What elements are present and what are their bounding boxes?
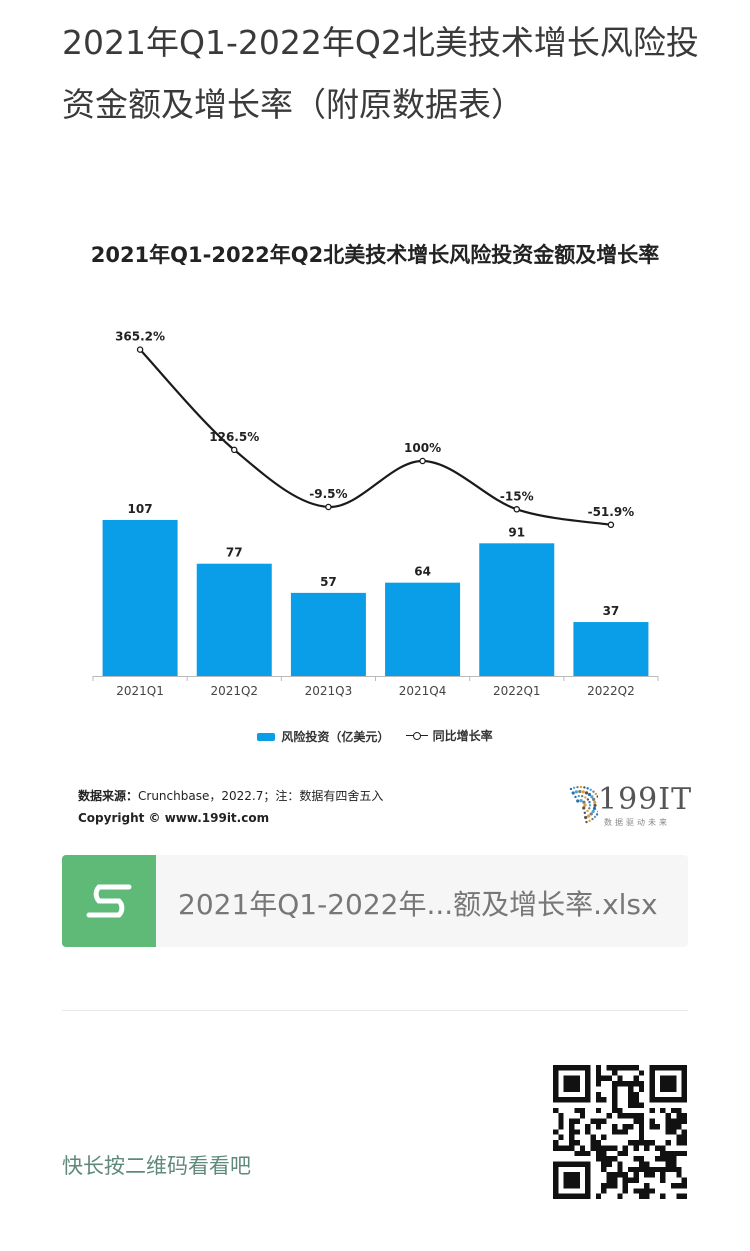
bar-2021Q1: [102, 519, 178, 676]
growth-point-2021Q1: [136, 346, 144, 353]
growth-label-2022Q1: -15%: [500, 489, 534, 503]
legend-bar-label: 风险投资（亿美元）: [281, 730, 390, 744]
x-tick-label-2022Q1: 2022Q1: [493, 684, 541, 698]
bar-2022Q1: [479, 543, 555, 676]
growth-point-2022Q2: [607, 521, 615, 529]
legend-item-bar: 风险投资（亿美元）: [257, 728, 389, 745]
source-text: Crunchbase，2022.7；注：数据有四舍五入: [138, 789, 384, 803]
x-tick-label-2021Q4: 2021Q4: [399, 684, 447, 698]
growth-label-2022Q2: -51.9%: [588, 505, 635, 519]
growth-label-2021Q2: 126.5%: [209, 430, 259, 444]
growth-label-2021Q4: 100%: [404, 441, 441, 455]
growth-label-2021Q3: -9.5%: [309, 487, 347, 501]
bar-label-2021Q3: 57: [320, 575, 337, 589]
chart-title: 2021年Q1-2022年Q2北美技术增长风险投资金额及增长率: [90, 243, 660, 267]
x-tick-label-2021Q1: 2021Q1: [116, 684, 164, 698]
bar-label-2021Q2: 77: [226, 546, 243, 560]
legend-bar-swatch: [257, 732, 276, 741]
growth-label-2021Q1: 365.2%: [115, 330, 165, 344]
copyright-label: Copyright ©: [78, 811, 161, 825]
brand-logo: 199IT 数据驱动未来: [552, 780, 691, 830]
bar-2021Q2: [196, 563, 272, 676]
attachment-file-name: 2021年Q1-2022年...额及增长率.xlsx: [178, 888, 658, 921]
growth-point-2021Q4: [419, 457, 426, 465]
bar-label-2021Q4: 64: [414, 565, 431, 579]
chart-plot: 107 2021Q1 77 2021Q2 57 2021Q3 64 2021Q4 91 2022Q…: [92, 330, 659, 698]
growth-point-2021Q2: [230, 446, 238, 454]
legend-line-label: 同比增长率: [432, 729, 493, 743]
x-tick-label-2022Q2: 2022Q2: [587, 684, 635, 698]
chart-legend: 风险投资（亿美元） 同比增长率: [62, 727, 688, 745]
copyright-text: www.199it.com: [160, 811, 270, 825]
bar-2021Q3: [290, 592, 366, 676]
bar-2021Q4: [385, 582, 461, 676]
brand-number: 199IT: [598, 782, 693, 817]
bar-2022Q2: [573, 622, 649, 676]
brand-dots-icon: [569, 785, 598, 824]
bar-label-2021Q1: 107: [128, 502, 153, 516]
qr-code[interactable]: [553, 1065, 687, 1199]
chart-source: 数据来源：Crunchbase，2022.7；注：数据有四舍五入 Copyrig…: [78, 785, 383, 829]
x-tick-label-2021Q3: 2021Q3: [305, 684, 353, 698]
spreadsheet-icon: [62, 855, 156, 947]
divider: [62, 1010, 688, 1011]
chart-image: 2021年Q1-2022年Q2北美技术增长风险投资金额及增长率 107 2021Q…: [62, 225, 691, 835]
x-tick-label-2021Q2: 2021Q2: [210, 684, 258, 698]
article-title: 2021年Q1-2022年Q2北美技术增长风险投资金额及增长率（附原数据表）: [62, 23, 699, 124]
qr-prompt: 快长按二维码看看吧: [62, 1154, 251, 1178]
growth-point-2022Q1: [513, 506, 520, 513]
brand-tagline: 数据驱动未来: [604, 818, 670, 827]
bar-label-2022Q2: 37: [603, 604, 620, 618]
legend-item-line: 同比增长率: [405, 727, 493, 744]
growth-point-2021Q3: [325, 503, 332, 511]
source-label: 数据来源：: [78, 789, 139, 803]
bar-label-2022Q1: 91: [508, 525, 525, 539]
attachment-card[interactable]: 2021年Q1-2022年...额及增长率.xlsx: [62, 855, 688, 947]
legend-line-swatch: [405, 731, 428, 741]
